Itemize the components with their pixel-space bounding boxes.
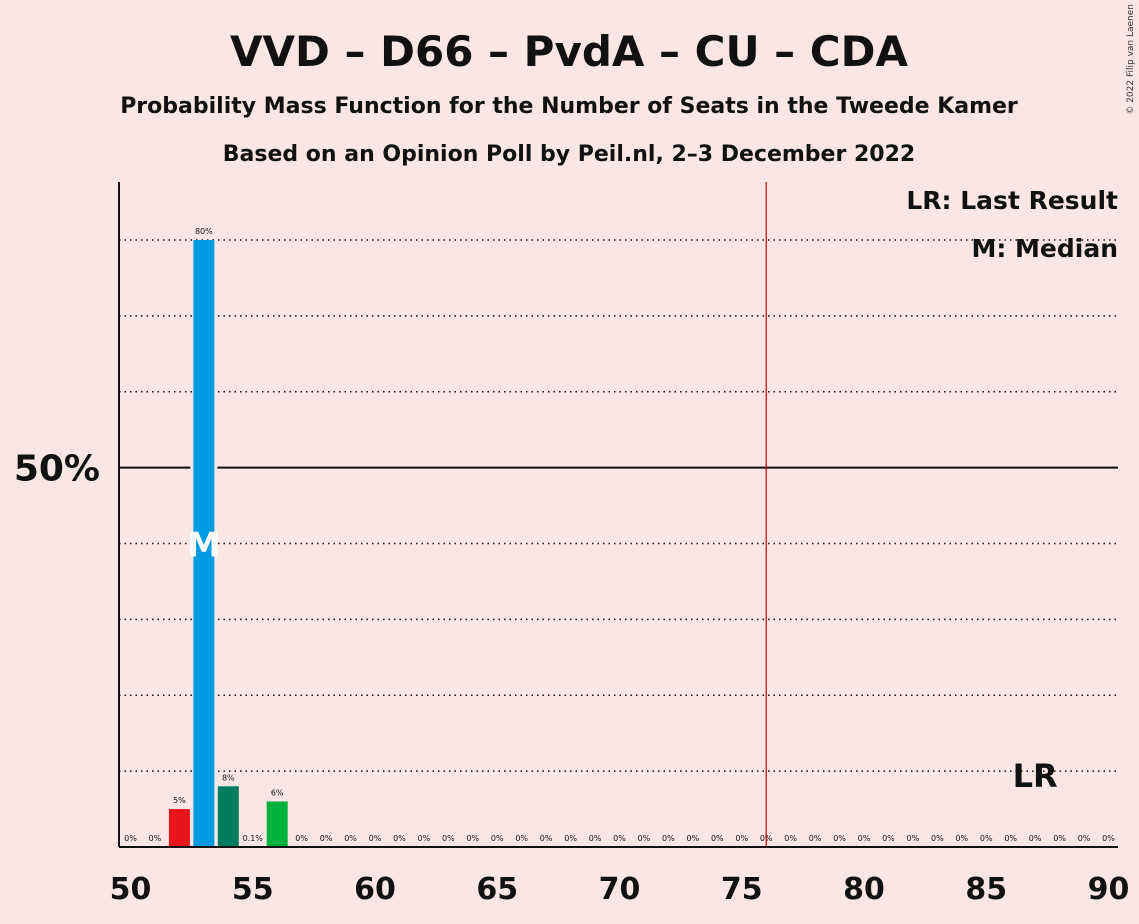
bar-label: 0% xyxy=(638,834,651,843)
bar-label: 0% xyxy=(784,834,797,843)
bar-labels: 0% 0% 5% 80% 8% 0.1% 6% 0% 0% 0% 0% 0% 0% 0% 0% 0% 0% 0% 0… xyxy=(124,227,1115,843)
legend-last-result: LR: Last Result xyxy=(906,186,1118,215)
bar xyxy=(168,809,190,847)
x-tick-label: 80 xyxy=(843,872,885,907)
chart-title: VVD – D66 – PvdA – CU – CDA xyxy=(230,27,909,76)
x-tick-label: 60 xyxy=(354,872,396,907)
bar-label: 0% xyxy=(980,834,993,843)
bar-label: 0% xyxy=(1102,834,1115,843)
bar-label: 5% xyxy=(173,796,186,805)
bar-label: 0% xyxy=(466,834,479,843)
bar-label: 0% xyxy=(613,834,626,843)
bar-label: 0% xyxy=(320,834,333,843)
bar-label: 0% xyxy=(344,834,357,843)
median-marker: M xyxy=(187,526,221,566)
bar-label: 6% xyxy=(271,788,284,797)
chart-subtitle: Probability Mass Function for the Number… xyxy=(120,94,1018,119)
bar-label: 0% xyxy=(295,834,308,843)
bar-label: 0% xyxy=(540,834,553,843)
x-tick-label: 55 xyxy=(232,872,274,907)
bar-label: 0% xyxy=(149,834,162,843)
x-tick-label: 85 xyxy=(965,872,1007,907)
bar-label: 0% xyxy=(809,834,822,843)
copyright-text: © 2022 Filip van Laenen xyxy=(1126,4,1136,115)
last-result-marker: LR xyxy=(1013,757,1058,795)
bar-label: 0% xyxy=(662,834,675,843)
y-tick-label: 50% xyxy=(14,449,100,490)
bar-label: 0% xyxy=(931,834,944,843)
bar-label: 0% xyxy=(907,834,920,843)
bar-label: 0% xyxy=(589,834,602,843)
gridlines xyxy=(119,239,1118,772)
bar xyxy=(217,786,239,847)
bar-label: 0% xyxy=(858,834,871,843)
bar-label: 0% xyxy=(491,834,504,843)
bar-label: 0% xyxy=(124,834,137,843)
bars: M xyxy=(168,240,288,847)
bar-label: 0% xyxy=(369,834,382,843)
bar-label: 0.1% xyxy=(243,834,264,843)
bar-label: 0% xyxy=(882,834,895,843)
x-tick-label: 75 xyxy=(721,872,763,907)
bar-label: 0% xyxy=(1004,834,1017,843)
bar-label: 0% xyxy=(686,834,699,843)
bar-label: 0% xyxy=(955,834,968,843)
x-tick-label: 70 xyxy=(599,872,641,907)
bar-label: 0% xyxy=(1078,834,1091,843)
axes: LR 50% 50 55 60 65 70 75 80 85 90 xyxy=(14,182,1130,907)
bar xyxy=(193,240,215,847)
bar-label: 0% xyxy=(833,834,846,843)
bar-label: 0% xyxy=(1053,834,1066,843)
x-tick-label: 90 xyxy=(1088,872,1130,907)
x-tick-label: 65 xyxy=(476,872,518,907)
bar-label: 0% xyxy=(515,834,528,843)
bar-label: 0% xyxy=(711,834,724,843)
bar-label: 0% xyxy=(735,834,748,843)
chart-source: Based on an Opinion Poll by Peil.nl, 2–3… xyxy=(223,142,915,167)
bar xyxy=(266,801,288,847)
bar-label: 80% xyxy=(195,227,213,236)
x-tick-label: 50 xyxy=(110,872,152,907)
legend-median: M: Median xyxy=(971,234,1118,263)
bar-label: 8% xyxy=(222,773,235,782)
bar-label: 0% xyxy=(442,834,455,843)
bar-label: 0% xyxy=(418,834,431,843)
bar-label: 0% xyxy=(564,834,577,843)
bar-label: 0% xyxy=(393,834,406,843)
bar-label: 0% xyxy=(1029,834,1042,843)
